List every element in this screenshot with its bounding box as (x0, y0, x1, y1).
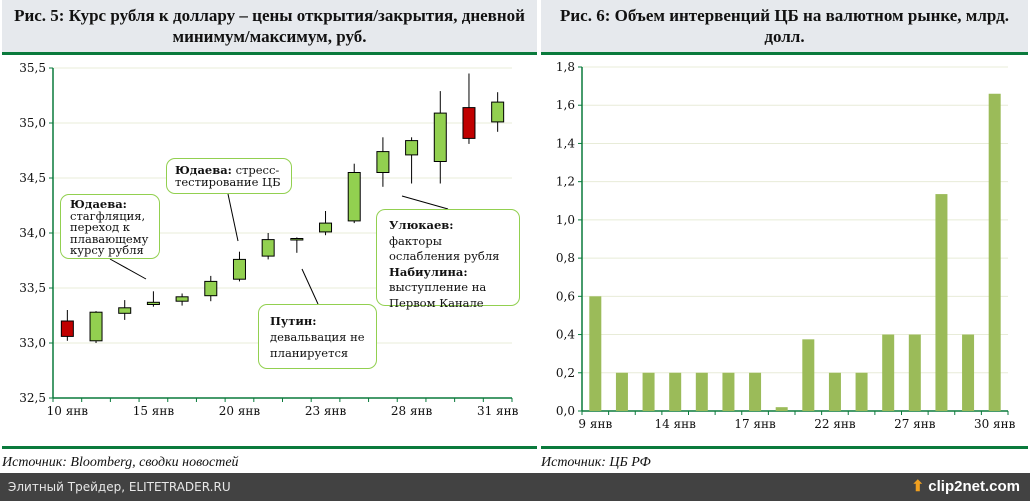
bar (962, 334, 975, 411)
annotation-yudaeva-stress: Юдаева: стресс-тестирование ЦБ (166, 158, 292, 194)
annotation-ulyukaev-nabiullina: Улюкаев: факторы ослабления рубля Набиули… (376, 209, 520, 310)
bar (695, 372, 708, 411)
candle-body (146, 301, 160, 305)
bar (669, 372, 682, 411)
candle-body (290, 238, 304, 241)
right-chart-title: Рис. 6: Объем интервенций ЦБ на валютном… (541, 0, 1028, 55)
upload-arrow-icon: ⬆ (911, 478, 925, 495)
bar (882, 334, 895, 411)
candle-body (433, 112, 447, 162)
candle-ytick-label: 35,5 (19, 61, 46, 75)
annotation-text: девальвация не планируется (270, 330, 365, 360)
bar-xtick-label: 14 янв (654, 417, 696, 431)
bar (749, 372, 762, 411)
candle-body (60, 320, 74, 337)
bar-xtick-label: 27 янв (894, 417, 936, 431)
bar-xtick-label: 9 янв (578, 417, 612, 431)
bar-ytick-label: 1,6 (556, 98, 575, 112)
candle-ytick-label: 32,5 (19, 391, 46, 405)
candle-ytick-label: 33,5 (19, 281, 46, 295)
bar-ytick-label: 0,2 (556, 366, 575, 380)
bar (722, 372, 735, 411)
candle-body (376, 151, 390, 174)
annotation-text: выступление на Первом Канале (389, 280, 487, 310)
candle-xtick-label: 15 янв (133, 404, 175, 418)
footer-site: Элитный Трейдер, ELITETRADER.RU (8, 480, 231, 494)
bar (589, 296, 602, 411)
annotation-speaker: Юдаева: (70, 197, 127, 211)
annotation-text: факторы ослабления рубля (389, 233, 500, 264)
candle-ytick-label: 34,0 (19, 226, 46, 240)
bar-xtick-label: 22 янв (814, 417, 856, 431)
annotation-text: стагфляция, переход к плавающему курсу р… (70, 208, 149, 257)
bar (615, 372, 628, 411)
bar-xtick-label: 30 янв (974, 417, 1016, 431)
candle-xtick-label: 20 янв (219, 404, 261, 418)
annotation-speaker: Улюкаев: (389, 218, 454, 232)
bar-ytick-label: 0,6 (556, 289, 575, 303)
bar (802, 339, 815, 411)
annotation-yudaeva-stagflation: Юдаева: стагфляция, переход к плавающему… (60, 194, 160, 259)
right-chart-source: Источник: ЦБ РФ (541, 446, 1028, 471)
annotation-text: стресс-тестирование ЦБ (175, 163, 281, 189)
annotation-leader-line (109, 258, 147, 280)
candle-body (89, 311, 103, 342)
bar (828, 372, 841, 411)
bar (855, 372, 868, 411)
left-chart-title: Рис. 5: Курс рубля к доллару – цены откр… (2, 0, 537, 55)
left-chart-source: Источник: Bloomberg, сводки новостей (2, 446, 537, 471)
bar-ytick-label: 1,8 (556, 60, 575, 74)
annotation-speaker: Юдаева: (175, 163, 232, 177)
bar-ytick-label: 0,4 (556, 328, 575, 342)
bar-xtick-label: 17 янв (734, 417, 776, 431)
candle-body (118, 307, 132, 314)
bar (988, 93, 1001, 411)
candle-body (261, 239, 275, 257)
bar-ytick-label: 1,2 (556, 175, 575, 189)
annotation-speaker: Набиулина: (389, 264, 468, 279)
annotation-leader-line (301, 268, 319, 305)
charts-canvas: 32,5 33,0 33,5 34,0 34,5 35,0 35,5 10 янв 15 янв… (19, 60, 1016, 431)
candle-xtick-label: 10 янв (47, 404, 89, 418)
candle-ytick-label: 34,5 (19, 171, 46, 185)
bar (935, 194, 948, 411)
candle-body (204, 280, 218, 297)
candle-xtick-label: 23 янв (305, 404, 347, 418)
candle-body (347, 172, 361, 222)
candle-xtick-label: 31 янв (477, 404, 519, 418)
bar (642, 372, 655, 411)
candle-body (462, 107, 476, 139)
annotation-speaker: Путин: (270, 314, 317, 328)
annotation-leader-line (227, 193, 239, 242)
candle-body (405, 140, 419, 156)
bar (775, 407, 788, 411)
clip2net-logo[interactable]: ⬆ clip2net.com (911, 478, 1020, 495)
candle-body (491, 101, 505, 123)
candle-body (232, 258, 246, 280)
annotation-putin: Путин: девальвация не планируется (258, 304, 377, 369)
candle-ytick-label: 35,0 (19, 116, 46, 130)
bar-ytick-label: 0,0 (556, 404, 575, 418)
bar (908, 334, 921, 411)
bar-ytick-label: 0,8 (556, 251, 575, 265)
annotation-leader-line (401, 195, 449, 210)
candle-body (175, 296, 189, 302)
candle-body (319, 222, 333, 233)
bar-ytick-label: 1,0 (556, 213, 575, 227)
candle-ytick-label: 33,0 (19, 336, 46, 350)
candle-xtick-label: 28 янв (391, 404, 433, 418)
footer-bar: Элитный Трейдер, ELITETRADER.RU ⬆ clip2n… (0, 473, 1030, 501)
bar-ytick-label: 1,4 (556, 136, 575, 150)
